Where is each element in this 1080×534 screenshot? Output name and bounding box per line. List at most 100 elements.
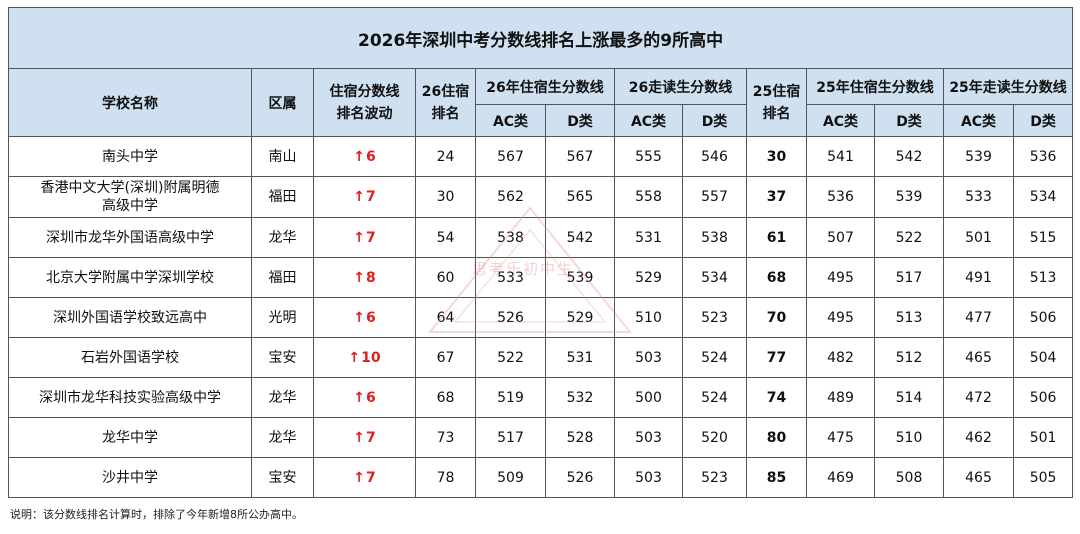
up-arrow-icon: ↑ <box>353 309 365 326</box>
header-day25: 25年走读生分数线 <box>942 68 1074 105</box>
up-arrow-icon: ↑ <box>353 189 365 205</box>
up-arrow-icon: ↑ <box>353 429 365 446</box>
wave-value: 7 <box>365 429 376 446</box>
cell-wave: ↑10 <box>313 337 416 378</box>
cell-rank26: 60 <box>415 257 476 298</box>
cell-res25-d: 513 <box>874 297 944 338</box>
cell-day26-ac: 510 <box>614 297 683 338</box>
cell-res26-ac: 509 <box>475 457 546 498</box>
cell-district: 龙华 <box>251 217 314 258</box>
cell-res26-d: 526 <box>545 457 615 498</box>
cell-day26-d: 524 <box>682 337 747 378</box>
cell-wave: ↑6 <box>313 297 416 338</box>
cell-day26-ac: 529 <box>614 257 683 298</box>
cell-day26-d: 524 <box>682 377 747 418</box>
cell-res25-d: 542 <box>874 136 944 177</box>
cell-school: 深圳市龙华科技实验高级中学 <box>8 377 252 418</box>
cell-res26-ac: 562 <box>475 176 546 218</box>
cell-res26-d: 528 <box>545 417 615 458</box>
wave-value: 6 <box>365 148 376 165</box>
cell-wave: ↑7 <box>313 176 416 218</box>
cell-district: 宝安 <box>251 457 314 498</box>
wave-value: 8 <box>365 269 376 286</box>
cell-day26-d: 534 <box>682 257 747 298</box>
cell-day25-d: 506 <box>1012 377 1074 418</box>
table-row: 石岩外国语学校 宝安 ↑10 67 522 531 503 524 77 482 512 465 504 <box>8 337 1074 378</box>
table-row: 深圳市龙华外国语高级中学 龙华 ↑7 54 538 542 531 538 61 507 522 50… <box>8 217 1074 258</box>
cell-day25-d: 513 <box>1012 257 1074 298</box>
ranking-table: 2026年深圳中考分数线排名上涨最多的9所高中 学校名称 区属 住宿分数线排名波… <box>7 7 1074 498</box>
table-row: 沙井中学 宝安 ↑7 78 509 526 503 523 85 469 508 465 505 <box>8 457 1074 498</box>
cell-wave: ↑7 <box>313 217 416 258</box>
up-arrow-icon: ↑ <box>353 469 365 486</box>
cell-res25-ac: 482 <box>806 337 875 378</box>
cell-res26-ac: 517 <box>475 417 546 458</box>
wave-value: 7 <box>365 229 376 246</box>
cell-district: 龙华 <box>251 417 314 458</box>
cell-school: 深圳外国语学校致远高中 <box>8 297 252 338</box>
sub-header-d: D类 <box>1012 104 1074 137</box>
cell-day25-ac: 533 <box>943 176 1014 218</box>
cell-res26-d: 531 <box>545 337 615 378</box>
cell-res25-d: 510 <box>874 417 944 458</box>
table-body: 南头中学 南山 ↑6 24 567 567 555 546 30 541 542 539 536 香港中文… <box>8 136 1074 498</box>
cell-wave: ↑6 <box>313 377 416 418</box>
cell-res26-ac: 519 <box>475 377 546 418</box>
header-rank25-label: 25住宿排名 <box>752 83 801 122</box>
cell-res25-ac: 475 <box>806 417 875 458</box>
cell-district: 福田 <box>251 176 314 218</box>
cell-rank26: 78 <box>415 457 476 498</box>
header-res25: 25年住宿生分数线 <box>806 68 944 105</box>
header-wave: 住宿分数线排名波动 <box>313 68 416 137</box>
cell-day26-ac: 531 <box>614 217 683 258</box>
table-title: 2026年深圳中考分数线排名上涨最多的9所高中 <box>7 7 1074 69</box>
cell-district: 福田 <box>251 257 314 298</box>
cell-wave: ↑7 <box>313 457 416 498</box>
cell-day25-ac: 462 <box>943 417 1014 458</box>
header-district: 区属 <box>251 68 314 137</box>
sub-header-ac: AC类 <box>943 104 1014 137</box>
cell-day25-ac: 465 <box>943 337 1014 378</box>
sub-header-ac: AC类 <box>806 104 875 137</box>
cell-rank25: 85 <box>746 457 807 498</box>
cell-day25-d: 506 <box>1012 297 1074 338</box>
cell-day25-ac: 501 <box>943 217 1014 258</box>
cell-rank25: 77 <box>746 337 807 378</box>
cell-day26-ac: 555 <box>614 136 683 177</box>
cell-res25-ac: 489 <box>806 377 875 418</box>
cell-rank25: 70 <box>746 297 807 338</box>
cell-day26-ac: 503 <box>614 457 683 498</box>
cell-day26-ac: 503 <box>614 417 683 458</box>
header-school: 学校名称 <box>8 68 252 137</box>
cell-school: 香港中文大学(深圳)附属明德高级中学 <box>8 176 252 218</box>
cell-rank26: 54 <box>415 217 476 258</box>
cell-rank26: 24 <box>415 136 476 177</box>
cell-district: 南山 <box>251 136 314 177</box>
wave-value: 7 <box>365 469 376 486</box>
cell-day25-ac: 465 <box>943 457 1014 498</box>
cell-day25-d: 504 <box>1012 337 1074 378</box>
up-arrow-icon: ↑ <box>353 269 365 286</box>
cell-res26-d: 532 <box>545 377 615 418</box>
cell-rank26: 68 <box>415 377 476 418</box>
cell-res25-ac: 495 <box>806 297 875 338</box>
cell-res25-ac: 507 <box>806 217 875 258</box>
cell-res26-ac: 522 <box>475 337 546 378</box>
cell-day26-d: 557 <box>682 176 747 218</box>
sub-header-ac: AC类 <box>475 104 546 137</box>
cell-day26-d: 546 <box>682 136 747 177</box>
sub-header-d: D类 <box>682 104 747 137</box>
cell-day25-ac: 539 <box>943 136 1014 177</box>
cell-res25-ac: 495 <box>806 257 875 298</box>
cell-day25-d: 534 <box>1012 176 1074 218</box>
cell-res25-d: 508 <box>874 457 944 498</box>
cell-res25-ac: 469 <box>806 457 875 498</box>
sub-header-ac: AC类 <box>614 104 683 137</box>
wave-value: 7 <box>365 189 376 205</box>
wave-value: 6 <box>365 309 376 326</box>
wave-value: 6 <box>365 389 376 406</box>
cell-day25-d: 501 <box>1012 417 1074 458</box>
cell-res25-d: 514 <box>874 377 944 418</box>
cell-res26-d: 567 <box>545 136 615 177</box>
cell-day26-d: 523 <box>682 457 747 498</box>
